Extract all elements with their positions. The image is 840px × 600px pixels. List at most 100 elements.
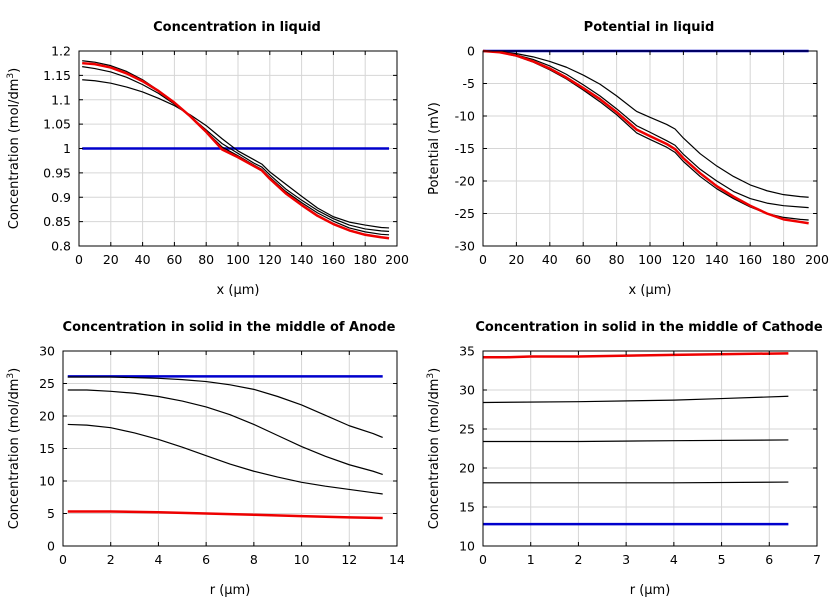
series-line-t1 xyxy=(82,79,390,229)
y-tick-label: 15 xyxy=(459,500,475,515)
y-tick-label: 35 xyxy=(459,344,475,359)
x-tick-label: 3 xyxy=(622,552,630,567)
y-tick-label: 0 xyxy=(47,539,55,554)
series-line-t2 xyxy=(483,439,789,443)
y-axis-label-superscript: 3 xyxy=(426,373,436,379)
series-line-final xyxy=(483,352,789,359)
series-line-t1 xyxy=(483,481,789,484)
x-tick-label: 140 xyxy=(290,252,314,267)
x-tick-label: 40 xyxy=(135,252,151,267)
y-axis-label-main: Potential (mV) xyxy=(427,102,442,195)
x-tick-label: 80 xyxy=(609,252,625,267)
x-tick-label: 140 xyxy=(705,252,729,267)
series-line-final xyxy=(82,61,390,240)
x-axis-label: r (µm) xyxy=(210,583,251,598)
y-tick-label: 10 xyxy=(39,474,55,489)
x-tick-label: 2 xyxy=(107,552,115,567)
y-tick-label: -20 xyxy=(455,174,475,189)
series-line-final xyxy=(67,510,383,520)
series-line-t3 xyxy=(67,423,383,495)
x-tick-label: 1 xyxy=(527,552,535,567)
x-axis-label: x (µm) xyxy=(629,283,672,298)
y-axis-label-main: Concentration (mol/dm xyxy=(7,379,22,530)
y-tick-label: -25 xyxy=(455,206,475,221)
y-tick-label: 0.9 xyxy=(51,190,71,205)
x-tick-label: 20 xyxy=(508,252,524,267)
y-axis-label-end: ) xyxy=(7,368,22,373)
x-tick-label: 120 xyxy=(671,252,695,267)
y-tick-label: 15 xyxy=(39,441,55,456)
y-tick-label: 1 xyxy=(63,141,71,156)
y-axis-label-main: Concentration (mol/dm xyxy=(7,79,22,230)
y-tick-label: 5 xyxy=(47,506,55,521)
x-tick-label: 180 xyxy=(353,252,377,267)
y-tick-label: 0.85 xyxy=(43,214,71,229)
x-tick-label: 12 xyxy=(341,552,357,567)
y-tick-label: 0.95 xyxy=(43,165,71,180)
x-tick-label: 20 xyxy=(103,252,119,267)
x-tick-label: 200 xyxy=(385,252,409,267)
x-tick-label: 6 xyxy=(765,552,773,567)
series-line-t1 xyxy=(482,50,809,198)
x-tick-label: 0 xyxy=(75,252,83,267)
y-tick-label: 20 xyxy=(39,409,55,424)
x-tick-label: 0 xyxy=(479,552,487,567)
x-tick-label: 160 xyxy=(738,252,762,267)
x-axis-label: x (µm) xyxy=(217,283,260,298)
x-tick-label: 60 xyxy=(575,252,591,267)
chart-title: Concentration in solid in the middle of … xyxy=(63,320,396,335)
series-line-final xyxy=(482,49,809,225)
x-tick-label: 0 xyxy=(479,252,487,267)
y-tick-label: 25 xyxy=(39,376,55,391)
y-axis-label-superscript: 3 xyxy=(6,373,16,379)
chart-3: Concentration in solid in the middle of … xyxy=(6,320,405,598)
y-tick-label: 20 xyxy=(459,461,475,476)
chart-4: Concentration in solid in the middle of … xyxy=(426,320,823,598)
x-tick-label: 6 xyxy=(202,552,210,567)
x-tick-label: 60 xyxy=(166,252,182,267)
y-axis-label: Concentration (mol/dm3) xyxy=(6,368,22,530)
x-tick-label: 120 xyxy=(258,252,282,267)
series-line-t3 xyxy=(482,395,789,404)
series-line-t2 xyxy=(67,389,383,476)
y-axis-label: Concentration (mol/dm3) xyxy=(426,368,442,530)
chart-title: Concentration in solid in the middle of … xyxy=(475,320,823,335)
x-tick-label: 100 xyxy=(226,252,250,267)
y-tick-label: 10 xyxy=(459,539,475,554)
y-tick-label: -10 xyxy=(455,109,475,124)
plot-frame xyxy=(482,350,818,547)
x-tick-label: 4 xyxy=(670,552,678,567)
series-line-t2 xyxy=(82,66,390,232)
y-tick-label: 0.8 xyxy=(51,239,71,254)
chart-2: Potential in liquid 0 20 40 60 80 100 120 140 160… xyxy=(427,20,829,298)
x-tick-label: 2 xyxy=(574,552,582,567)
x-tick-label: 0 xyxy=(59,552,67,567)
y-axis-label-end: ) xyxy=(427,368,442,373)
x-tick-label: 40 xyxy=(542,252,558,267)
x-tick-label: 100 xyxy=(638,252,662,267)
y-tick-label: -30 xyxy=(455,239,475,254)
x-tick-label: 180 xyxy=(772,252,796,267)
y-axis-label-main: Concentration (mol/dm xyxy=(427,379,442,530)
y-tick-label: 30 xyxy=(459,383,475,398)
y-tick-label: -15 xyxy=(455,141,475,156)
y-tick-label: 1.15 xyxy=(43,68,71,83)
y-axis-label-end: ) xyxy=(7,68,22,73)
chart-title: Concentration in liquid xyxy=(153,20,321,35)
chart-1: Concentration in liquid 0 20 40 60 80 100 120 14… xyxy=(6,20,409,298)
y-tick-label: 30 xyxy=(39,344,55,359)
x-axis-label: r (µm) xyxy=(630,583,671,598)
x-tick-label: 7 xyxy=(813,552,821,567)
x-tick-label: 5 xyxy=(718,552,726,567)
y-tick-label: 0 xyxy=(467,44,475,59)
x-tick-label: 8 xyxy=(250,552,258,567)
series-line-t2 xyxy=(482,50,809,209)
x-tick-label: 200 xyxy=(805,252,829,267)
x-tick-label: 10 xyxy=(294,552,310,567)
x-tick-label: 4 xyxy=(154,552,162,567)
series-line-t1 xyxy=(67,376,383,439)
y-tick-label: -5 xyxy=(463,76,475,91)
y-axis-label: Concentration (mol/dm3) xyxy=(6,68,22,230)
y-axis-label-superscript: 3 xyxy=(6,73,16,79)
